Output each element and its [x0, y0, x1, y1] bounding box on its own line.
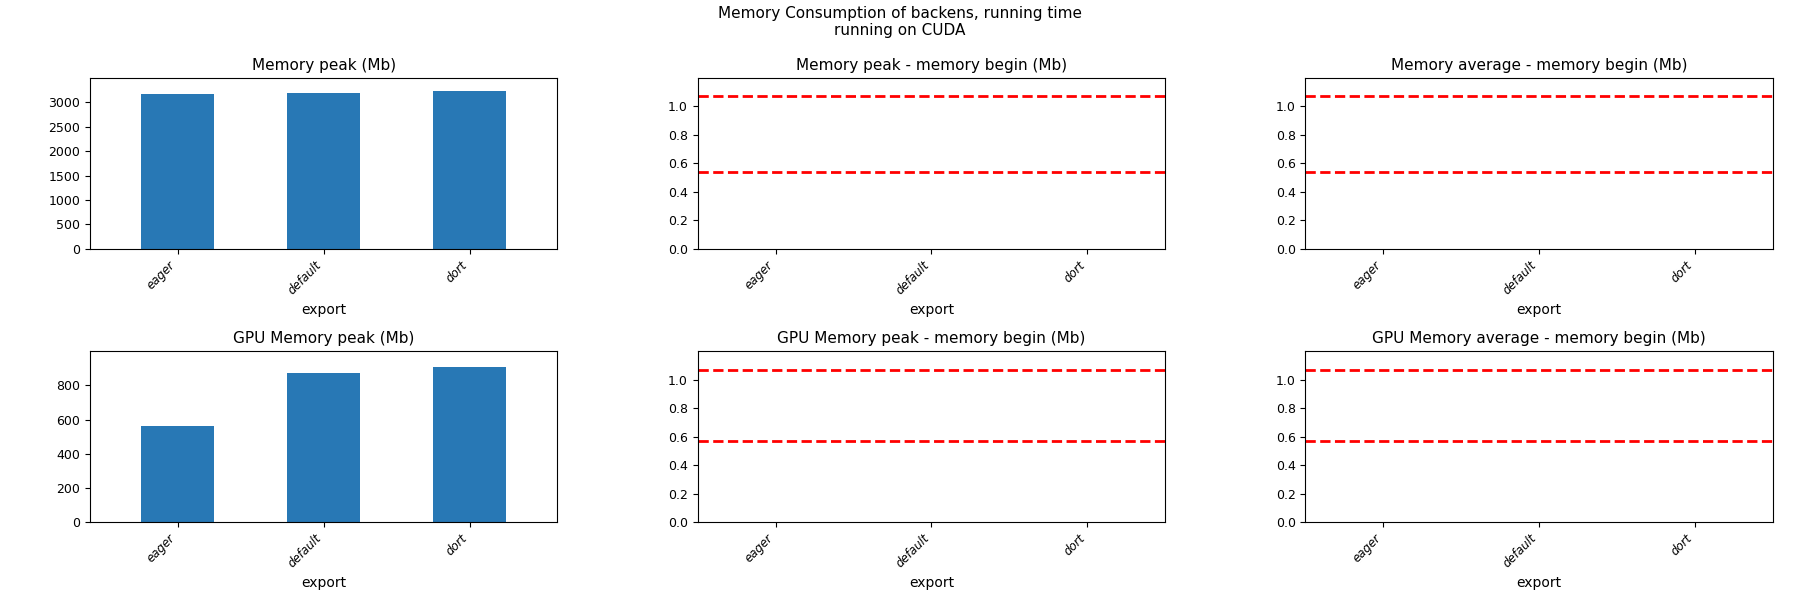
X-axis label: export: export — [1517, 302, 1562, 317]
X-axis label: export: export — [909, 576, 954, 590]
Title: Memory peak (Mb): Memory peak (Mb) — [252, 58, 396, 73]
Bar — [288, 93, 360, 249]
X-axis label: export: export — [301, 302, 346, 317]
X-axis label: export: export — [1517, 576, 1562, 590]
Text: Memory Consumption of backens, running time
running on CUDA: Memory Consumption of backens, running t… — [718, 6, 1082, 38]
Bar — [434, 91, 506, 249]
Title: GPU Memory peak (Mb): GPU Memory peak (Mb) — [232, 331, 414, 346]
Title: GPU Memory average - memory begin (Mb): GPU Memory average - memory begin (Mb) — [1372, 331, 1706, 346]
Title: Memory average - memory begin (Mb): Memory average - memory begin (Mb) — [1391, 58, 1687, 73]
X-axis label: export: export — [909, 302, 954, 317]
Bar — [288, 373, 360, 522]
X-axis label: export: export — [301, 576, 346, 590]
Title: Memory peak - memory begin (Mb): Memory peak - memory begin (Mb) — [796, 58, 1067, 73]
Bar — [140, 94, 214, 249]
Bar — [434, 367, 506, 522]
Title: GPU Memory peak - memory begin (Mb): GPU Memory peak - memory begin (Mb) — [778, 331, 1085, 346]
Bar — [140, 427, 214, 522]
